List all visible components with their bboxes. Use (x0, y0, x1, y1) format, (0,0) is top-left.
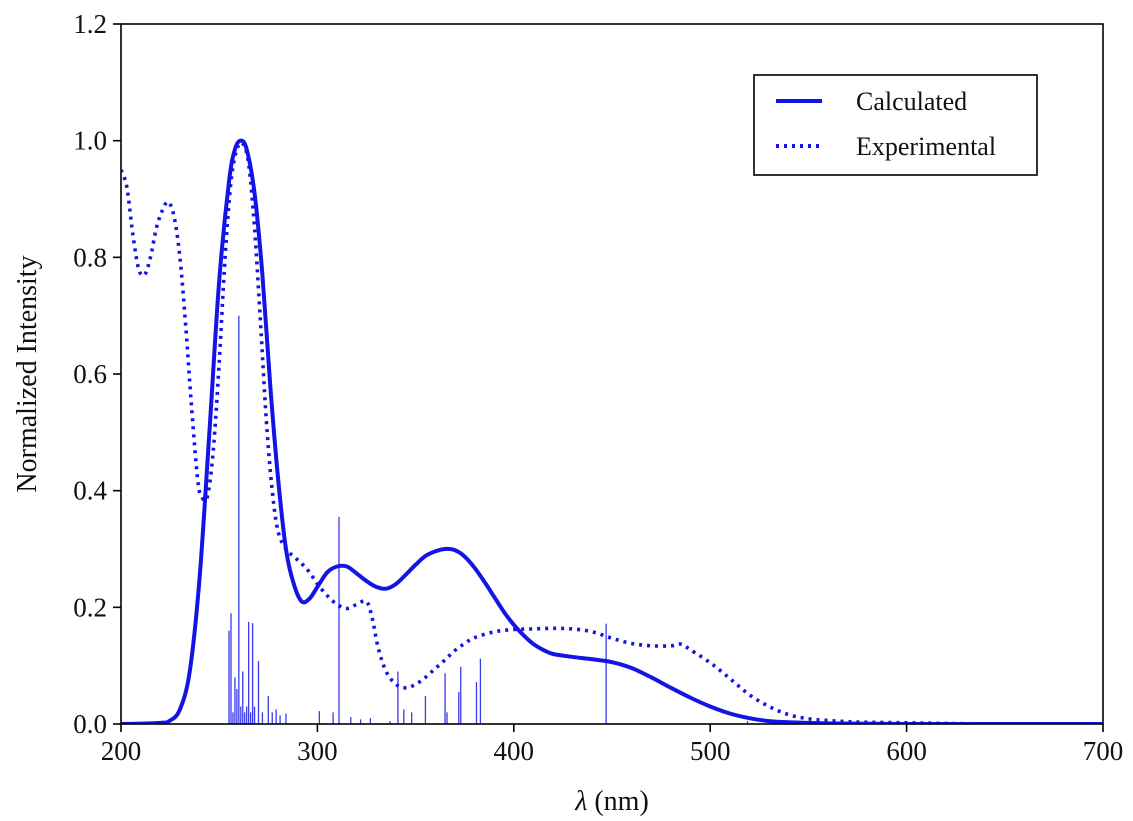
oscillator-strength-sticks (228, 315, 749, 724)
y-axis-ticks: 0.0 0.2 0.4 0.6 0.8 1.0 1.2 (73, 9, 121, 739)
series-line-experimental (121, 140, 1103, 724)
y-tick-label-3: 0.6 (73, 359, 107, 389)
y-tick-label-2: 0.4 (73, 476, 107, 506)
legend-label-calculated: Calculated (856, 87, 967, 116)
x-axis-title: λ (nm) (574, 786, 649, 817)
x-tick-label-3: 500 (690, 736, 731, 766)
legend: Calculated Experimental (753, 74, 1038, 176)
x-tick-label-0: 200 (101, 736, 142, 766)
y-tick-label-5: 1.0 (73, 126, 107, 156)
x-axis-ticks: 200 300 400 500 600 700 (101, 724, 1124, 766)
x-axis-symbol: λ (574, 786, 587, 817)
y-tick-label-4: 0.8 (73, 242, 107, 272)
series-line-calculated (121, 138, 1103, 724)
x-tick-label-5: 700 (1083, 736, 1124, 766)
series-lines (121, 138, 1103, 724)
y-tick-label-1: 0.2 (73, 592, 107, 622)
legend-label-experimental: Experimental (856, 132, 996, 161)
x-tick-label-2: 400 (494, 736, 535, 766)
y-tick-label-6: 1.2 (73, 9, 107, 39)
x-axis-unit: (nm) (587, 786, 648, 817)
x-tick-label-1: 300 (297, 736, 338, 766)
y-tick-label-0: 0.0 (73, 709, 107, 739)
x-tick-label-4: 600 (886, 736, 927, 766)
y-axis-title: Normalized Intensity (12, 255, 43, 492)
legend-box (753, 74, 1038, 176)
